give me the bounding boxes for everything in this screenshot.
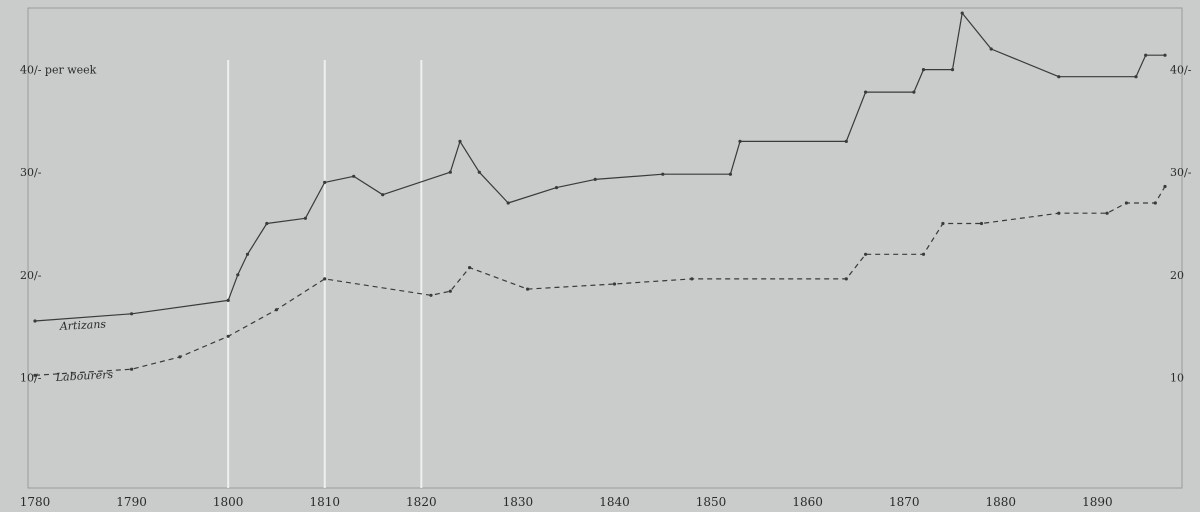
x-tick-label-1820: 1820: [406, 495, 437, 509]
y-tick-right-10: 10: [1170, 371, 1184, 384]
data-point-artizans-1853: [738, 139, 742, 143]
data-point-artizans-1872: [921, 68, 926, 72]
data-point-artizans-1808: [303, 216, 307, 220]
data-point-labourers-1821: [429, 293, 433, 297]
data-point-labourers-1878: [979, 221, 984, 226]
x-tick-label-1870: 1870: [889, 495, 920, 509]
data-point-labourers-1848: [690, 277, 694, 281]
data-point-artizans-1871: [912, 90, 916, 94]
data-point-artizans-1824: [458, 139, 462, 143]
x-tick-label-1850: 1850: [696, 495, 727, 509]
data-point-artizans-1886: [1057, 75, 1061, 79]
data-point-labourers-1864: [844, 277, 848, 281]
data-point-labourers-1810: [323, 277, 327, 281]
data-point-labourers-1831: [526, 287, 530, 291]
data-point-artizans-1852: [728, 172, 733, 176]
x-tick-label-1790: 1790: [116, 495, 147, 509]
y-tick-left-40: 40/- per week: [20, 64, 97, 77]
y-tick-left-20: 20/-: [20, 269, 42, 282]
data-point-labourers-1872: [921, 252, 926, 256]
data-point-artizans-1897: [1163, 53, 1167, 57]
series-label-labourers: Labourers: [54, 368, 113, 384]
data-point-artizans-1834: [554, 186, 559, 190]
data-point-artizans-1866: [864, 90, 868, 94]
data-point-labourers-1825: [468, 266, 472, 270]
data-point-artizans-1895: [1144, 53, 1148, 57]
plot-frame: [27, 7, 1183, 489]
data-point-labourers-1795: [178, 355, 182, 359]
data-point-artizans-1802: [245, 252, 250, 256]
data-point-artizans-1816: [381, 193, 385, 197]
data-point-artizans-1875: [950, 68, 955, 72]
series-labels: Artizans Labourers: [54, 318, 113, 384]
x-tick-label-1890: 1890: [1082, 495, 1113, 509]
x-tick-label-1780: 1780: [20, 495, 51, 509]
data-point-artizans-1780: [33, 319, 37, 323]
series-lines: [33, 11, 1167, 377]
x-tick-label-1840: 1840: [599, 495, 630, 509]
series-label-artizans: Artizans: [58, 318, 106, 333]
data-point-labourers-1823: [448, 289, 452, 293]
data-point-artizans-1879: [989, 47, 993, 51]
data-point-labourers-1897: [1163, 184, 1167, 189]
data-point-artizans-1810: [323, 180, 327, 184]
data-point-artizans-1813: [352, 174, 356, 178]
data-point-labourers-1896: [1153, 201, 1157, 205]
x-tick-label-1830: 1830: [503, 495, 534, 509]
data-point-artizans-1845: [661, 172, 665, 176]
data-point-labourers-1790: [130, 367, 134, 371]
data-point-labourers-1891: [1105, 211, 1109, 215]
data-point-artizans-1800: [226, 298, 230, 302]
y-tick-right-30: 30/-: [1170, 166, 1192, 179]
x-tick-label-1880: 1880: [986, 495, 1017, 509]
data-point-artizans-1826: [477, 170, 481, 174]
x-tick-label-1800: 1800: [213, 495, 244, 509]
x-axis-ticks: 1780 1790 1800 1810 1820 1830 1840 1850 1860 1870…: [20, 495, 1113, 509]
x-tick-label-1860: 1860: [792, 495, 823, 509]
series-line-labourers: [34, 186, 1166, 376]
y-tick-left-30: 30/-: [20, 166, 42, 179]
data-point-artizans-1823: [448, 170, 452, 174]
y-tick-right-20: 20: [1170, 269, 1184, 282]
x-tick-label-1810: 1810: [309, 495, 340, 509]
data-point-artizans-1894: [1134, 75, 1138, 79]
grid-lines: [227, 60, 423, 488]
data-point-labourers-1780: [33, 373, 37, 377]
data-point-labourers-1886: [1057, 211, 1061, 215]
data-point-labourers-1866: [864, 252, 868, 256]
data-point-artizans-1801: [236, 273, 240, 277]
data-point-artizans-1838: [593, 177, 597, 181]
data-point-artizans-1790: [130, 312, 134, 316]
data-point-artizans-1864: [844, 139, 848, 143]
y-tick-right-40: 40/-: [1170, 64, 1192, 77]
data-point-artizans-1876: [960, 11, 964, 15]
data-point-artizans-1804: [265, 221, 269, 226]
series-line-artizans: [34, 12, 1165, 322]
data-point-labourers-1840: [612, 282, 617, 286]
y-axis-ticks: 40/- per week 30/- 20/- 10/- 40/- 30/- 20 10: [20, 64, 1192, 385]
y-tick-left-10: 10/-: [20, 371, 42, 384]
data-point-labourers-1805: [274, 308, 279, 312]
data-point-labourers-1874: [941, 221, 945, 226]
data-point-labourers-1893: [1124, 201, 1128, 205]
data-point-labourers-1800: [226, 334, 230, 338]
data-point-artizans-1829: [506, 201, 510, 205]
